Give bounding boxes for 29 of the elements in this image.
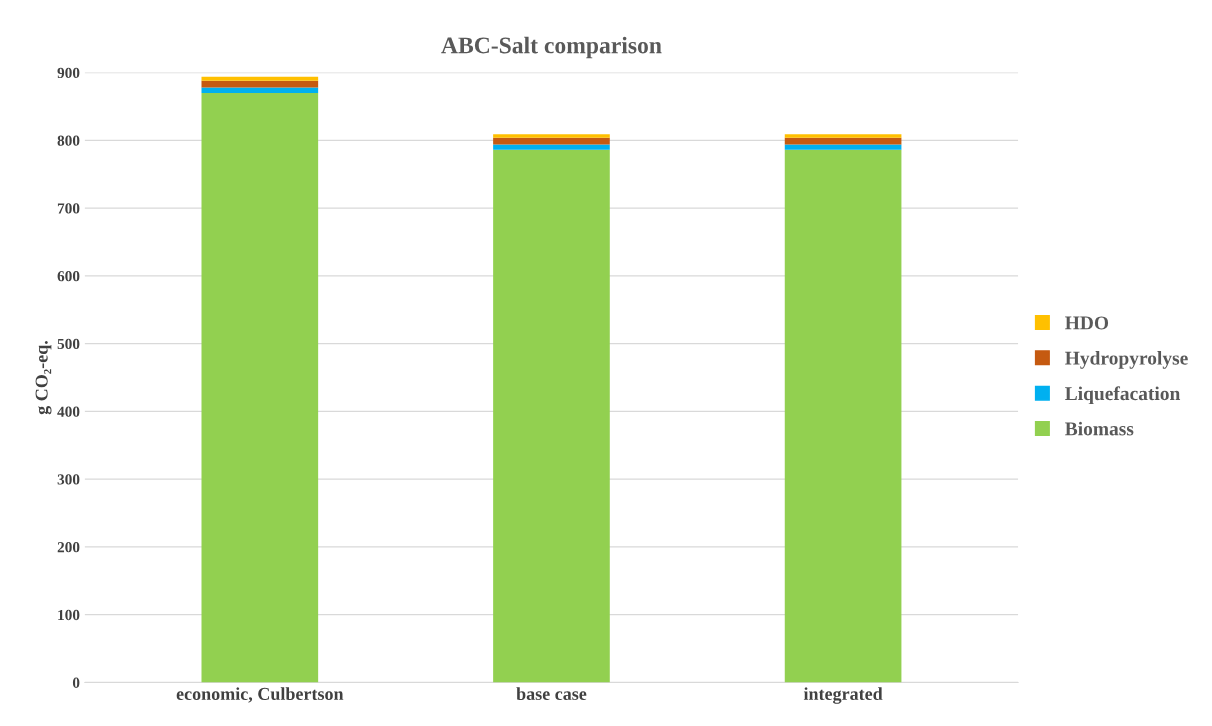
bar [493,144,610,150]
bar [201,92,319,683]
bar [784,134,902,138]
y-axis-title: g CO₂-eq. [35,341,52,415]
x-tick-label: integrated [803,687,883,704]
legend-label: Hydropyrolyse [1065,351,1188,369]
bar [784,144,902,150]
y-tick-label: 0 [72,677,80,688]
bar [493,149,610,683]
chart-title: ABC-Salt comparison [441,36,662,59]
y-tick-label: 800 [57,135,80,146]
y-tick-label: 100 [58,609,80,621]
legend-label: HDO [1065,316,1109,330]
bar [201,76,319,81]
y-tick-label: 300 [57,474,80,485]
bar [493,134,610,138]
y-tick-label: 200 [57,542,80,553]
y-tick-label: 700 [57,203,80,214]
bar [784,149,902,683]
bar [201,87,319,93]
y-tick-label: 900 [57,67,80,79]
legend-label: Biomass [1065,421,1134,436]
legend-label: Liquefacation [1065,386,1181,405]
y-tick-label: 600 [57,271,80,282]
y-tick-label: 500 [57,338,80,350]
bar [201,80,319,88]
y-tick-label: 400 [57,406,80,417]
x-tick-label: economic, Culbertson [176,687,344,703]
x-tick-label: base case [516,687,587,701]
